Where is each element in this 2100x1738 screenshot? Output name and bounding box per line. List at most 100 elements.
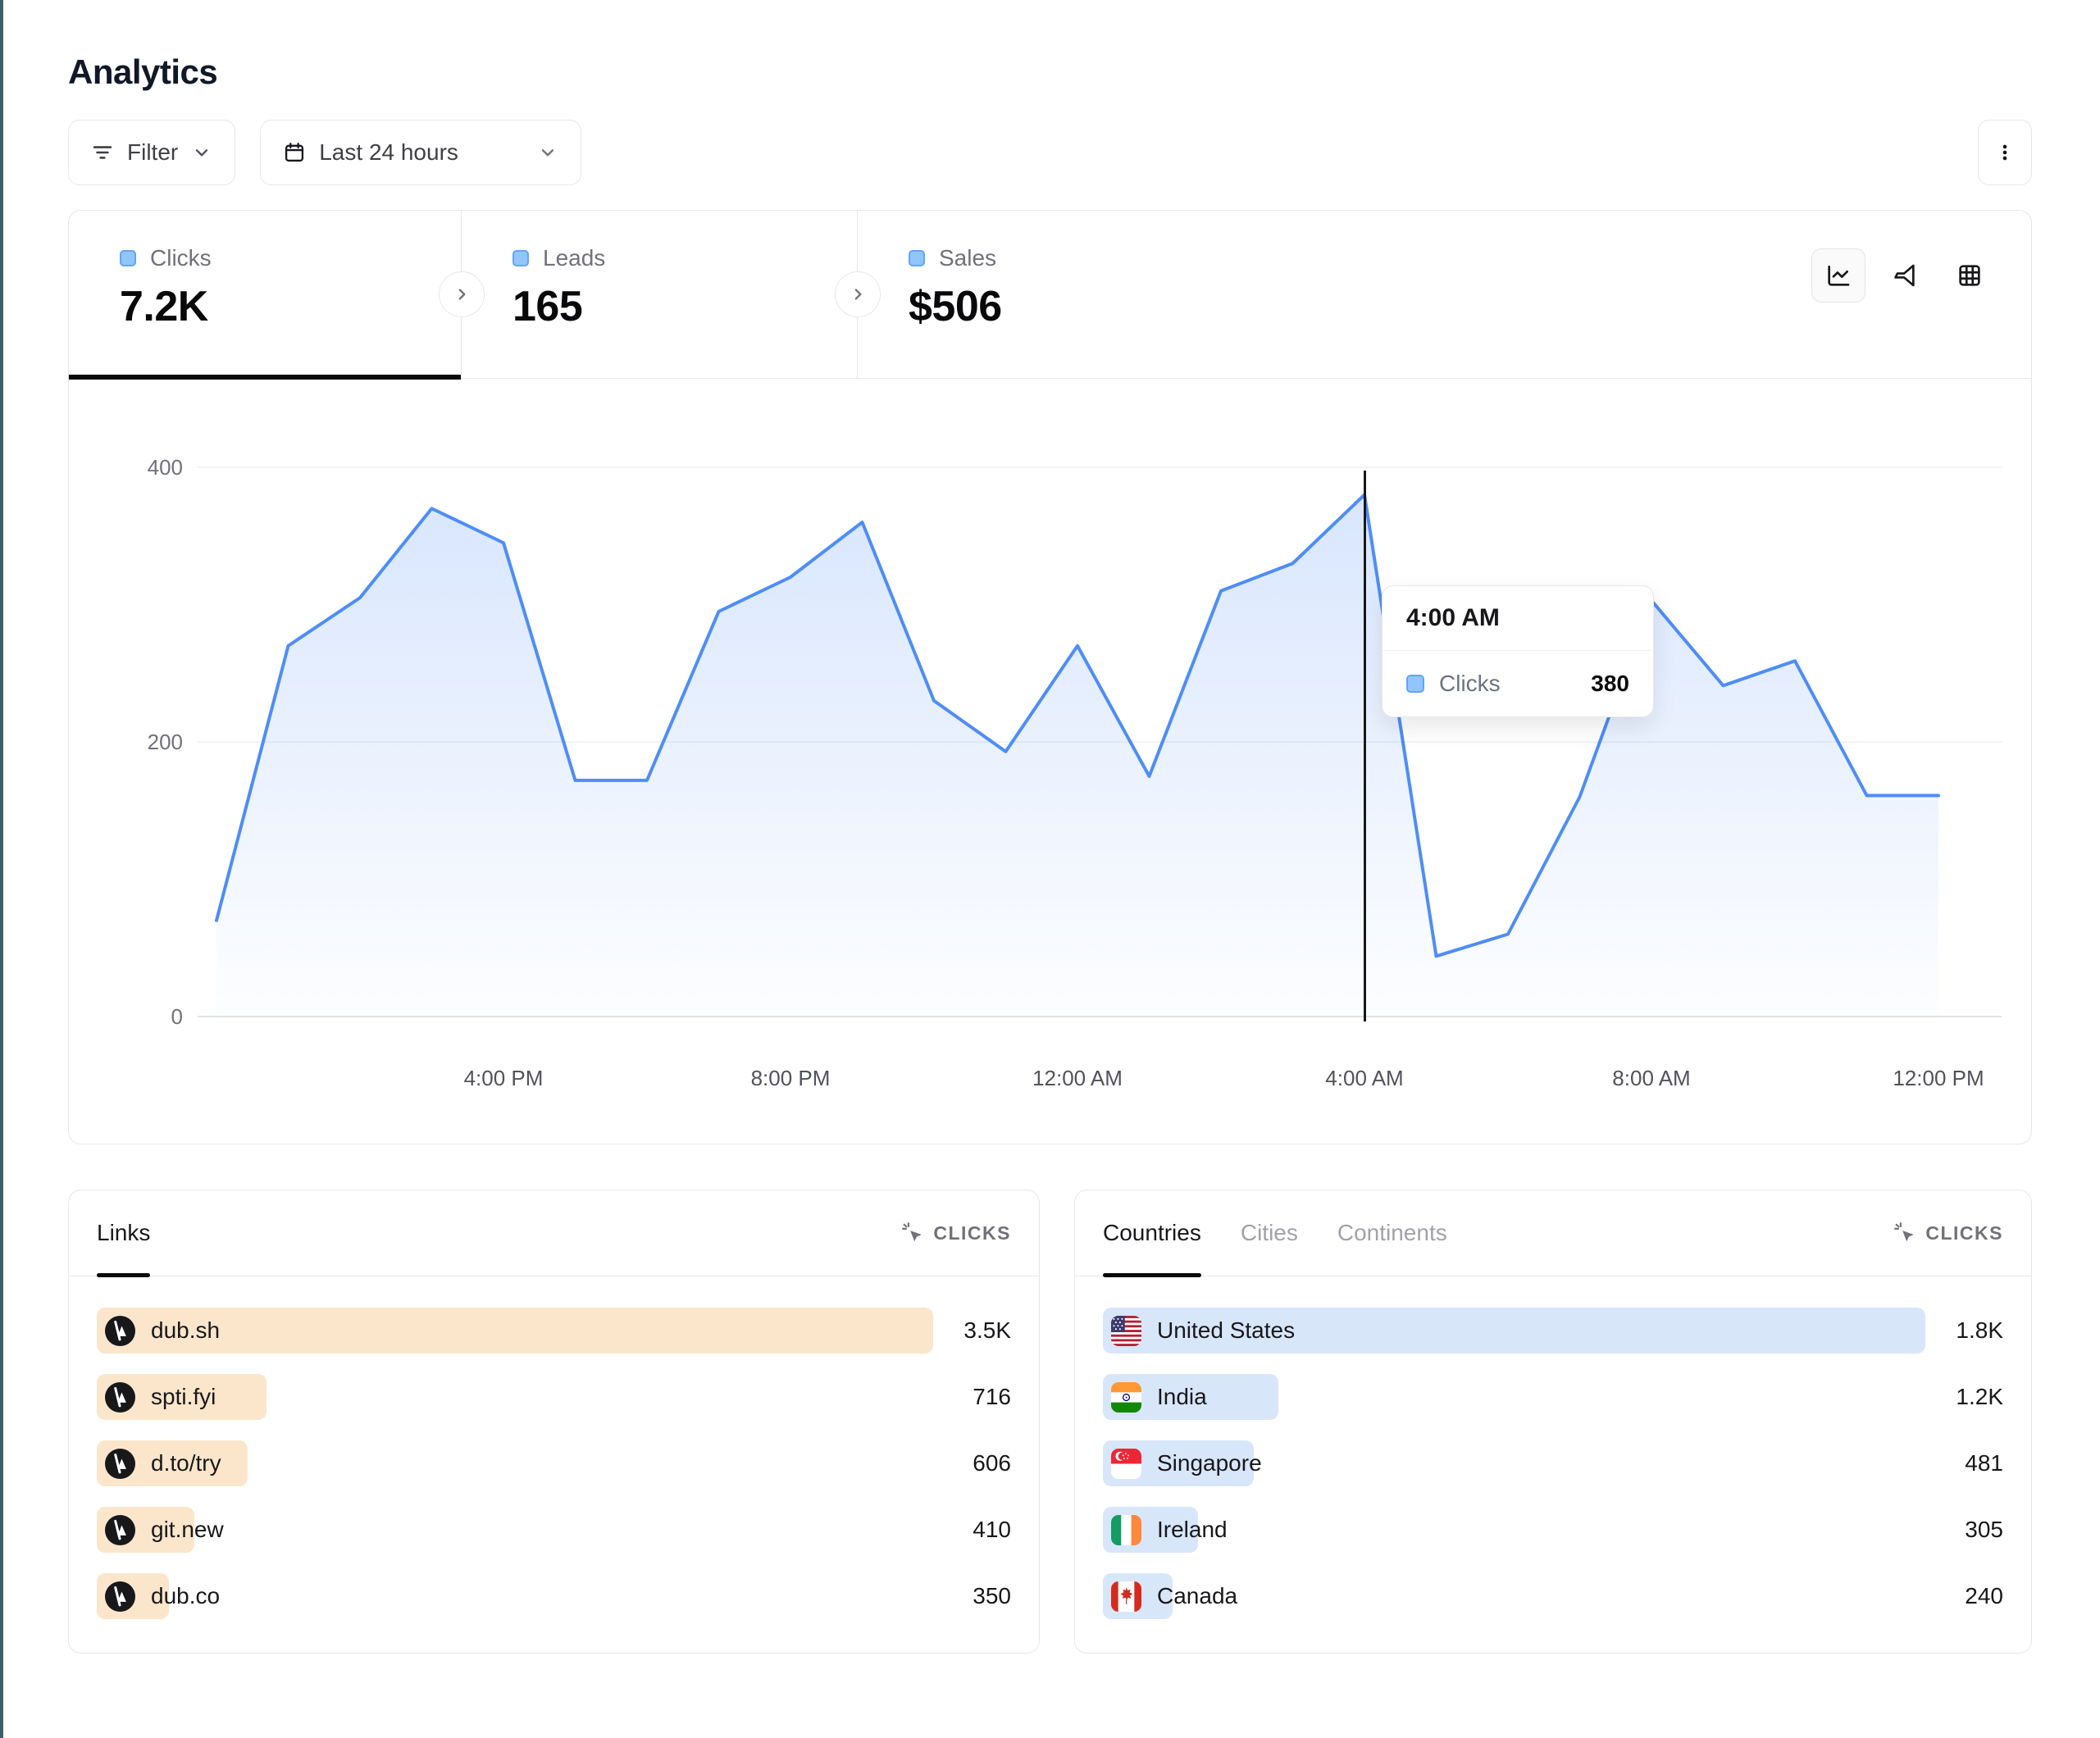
flag-in-icon [1111, 1381, 1141, 1413]
link-label: spti.fyi [151, 1384, 216, 1409]
country-row-content: India [1103, 1374, 2003, 1420]
filter-button[interactable]: Filter [68, 120, 236, 185]
links-panel: Links CLICKS dub.sh 3.5K spti.f [68, 1190, 1040, 1654]
country-row-content: Canada [1103, 1573, 2003, 1619]
link-row-content: spti.fyi [97, 1374, 1011, 1420]
tab-continents[interactable]: Continents [1337, 1190, 1447, 1276]
cursor-click-icon [1894, 1222, 1916, 1244]
chart-tooltip: 4:00 AM Clicks 380 [1382, 585, 1654, 717]
link-list-item[interactable]: d.to/try 606 [97, 1440, 1011, 1486]
tab-sales[interactable]: Sales $506 [858, 211, 2031, 378]
country-list-item[interactable]: Canada 240 [1103, 1573, 2003, 1619]
tooltip-time: 4:00 AM [1383, 586, 1653, 651]
cursor-click-icon [902, 1222, 922, 1241]
filter-icon [91, 141, 114, 164]
clicks-legend-square [120, 250, 136, 266]
chart-canvas: 0 200 400 4:00 PM 8:00 PM 12:00 AM 4:00 AM 8:00… [148, 455, 2002, 1090]
link-label: dub.sh [151, 1317, 221, 1343]
country-list-item[interactable]: Ireland 305 [1103, 1507, 2003, 1553]
tab-leads[interactable]: Leads 165 [462, 211, 858, 378]
flag-ie-icon [1111, 1514, 1141, 1545]
link-row-content: dub.sh [97, 1308, 1011, 1354]
expand-leads-chevron[interactable] [835, 271, 881, 317]
link-list-item[interactable]: dub.sh 3.5K [97, 1308, 1011, 1354]
link-value: 350 [973, 1583, 1011, 1608]
table-view-button[interactable] [1943, 248, 1997, 303]
tab-links[interactable]: Links [97, 1190, 151, 1277]
country-value: 1.2K [1956, 1384, 2003, 1409]
country-label: India [1157, 1384, 1207, 1409]
tab-countries-label: Countries [1103, 1220, 1201, 1245]
left-accent-strip [0, 0, 3, 1738]
link-list-item[interactable]: dub.co 350 [97, 1573, 1011, 1619]
link-label: d.to/try [151, 1450, 221, 1476]
svg-text:200: 200 [148, 730, 183, 754]
countries-panel: Countries Cities Continents [1074, 1190, 2032, 1654]
links-panel-header: Links CLICKS [69, 1190, 1039, 1277]
countries-metric-selector[interactable]: CLICKS [1894, 1190, 2003, 1276]
leads-tab-label: Leads [543, 245, 606, 271]
dub-logo-icon [105, 1448, 135, 1479]
link-row-content: d.to/try [97, 1440, 1011, 1486]
cursor-click-icon [1894, 1222, 1915, 1241]
toolbar: Filter Last 24 hours [68, 120, 2032, 185]
tab-clicks[interactable]: Clicks 7.2K [69, 211, 462, 380]
link-value: 716 [973, 1384, 1011, 1409]
link-list-item[interactable]: spti.fyi 716 [97, 1374, 1011, 1420]
country-value: 1.8K [1956, 1317, 2003, 1343]
link-bar [97, 1308, 933, 1354]
funnel-chart-view-button[interactable] [1877, 248, 1931, 303]
country-row-content: Ireland [1103, 1507, 2003, 1553]
page-title: Analytics [68, 52, 218, 91]
leads-legend-square [512, 250, 529, 266]
link-list-item[interactable]: git.new 410 [97, 1507, 1011, 1553]
analytics-page: Analytics Filter Last 24 [68, 52, 2032, 1654]
date-range-label: Last 24 hours [319, 139, 458, 165]
clicks-value: 7.2K [120, 283, 208, 330]
link-row-content: dub.co [97, 1573, 1011, 1619]
tab-cities[interactable]: Cities [1241, 1190, 1298, 1276]
country-row-content: United States [1103, 1308, 2003, 1354]
tab-links-label: Links [97, 1220, 151, 1245]
dub-logo-icon [105, 1581, 135, 1612]
link-label: git.new [151, 1517, 224, 1542]
tab-countries[interactable]: Countries [1103, 1190, 1201, 1277]
svg-text:0: 0 [171, 1004, 183, 1029]
kebab-menu-icon [1993, 141, 2016, 164]
country-value: 305 [1965, 1517, 2003, 1542]
line-chart-view-button[interactable] [1811, 248, 1865, 303]
expand-clicks-chevron[interactable] [439, 271, 485, 317]
country-list-item[interactable]: United States 1.8K [1103, 1308, 2003, 1354]
svg-text:400: 400 [148, 455, 183, 480]
tooltip-legend-square [1406, 675, 1424, 693]
country-label: United States [1157, 1317, 1296, 1343]
svg-text:4:00 PM: 4:00 PM [464, 1066, 544, 1090]
flag-us-icon [1111, 1315, 1141, 1346]
links-list: dub.sh 3.5K spti.fyi 716 d.to/try 606 git.new 4… [69, 1276, 1039, 1619]
sales-value: $506 [909, 283, 1002, 330]
svg-text:12:00 PM: 12:00 PM [1893, 1066, 1984, 1090]
link-value: 410 [973, 1517, 1011, 1542]
country-list-item[interactable]: Singapore 481 [1103, 1440, 2003, 1486]
link-row-content: git.new [97, 1507, 1011, 1553]
svg-text:8:00 AM: 8:00 AM [1612, 1066, 1690, 1090]
links-metric-selector[interactable]: CLICKS [902, 1190, 1011, 1276]
date-range-button[interactable]: Last 24 hours [260, 120, 582, 185]
flag-sg-icon [1111, 1448, 1141, 1479]
sales-tab-label: Sales [939, 245, 997, 271]
country-value: 240 [1965, 1583, 2003, 1608]
country-label: Canada [1157, 1583, 1238, 1608]
chart-view-toggles [1811, 248, 1997, 303]
clicks-tab-label: Clicks [150, 245, 212, 271]
breakdown-panels: Links CLICKS dub.sh 3.5K spti.f [68, 1190, 2032, 1654]
sales-legend-square [909, 250, 925, 266]
country-label: Singapore [1157, 1450, 1262, 1476]
svg-text:4:00 AM: 4:00 AM [1325, 1066, 1403, 1090]
clicks-area-chart[interactable]: 0 200 400 4:00 PM 8:00 PM 12:00 AM 4:00 AM 8:00… [69, 379, 2031, 1144]
link-value: 3.5K [963, 1317, 1011, 1343]
more-options-button[interactable] [1978, 120, 2032, 185]
chevron-down-icon [191, 142, 212, 163]
crosshair-line [1363, 471, 1366, 1021]
country-list-item[interactable]: India 1.2K [1103, 1374, 2003, 1420]
country-label: Ireland [1157, 1517, 1228, 1542]
